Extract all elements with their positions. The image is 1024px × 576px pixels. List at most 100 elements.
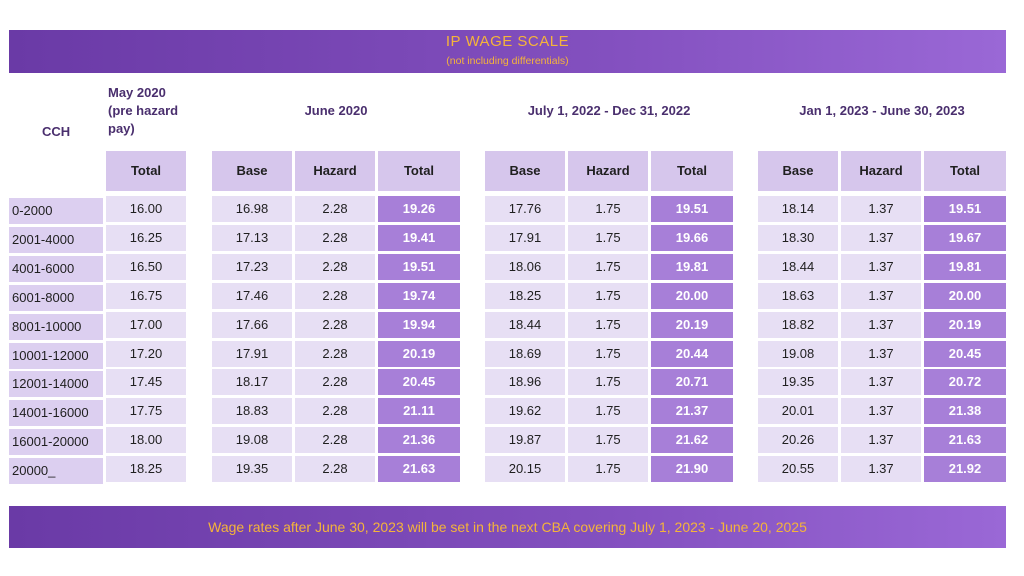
col-header-2022-base: Base <box>485 151 565 191</box>
june2020-base-cell: 17.66 <box>212 312 292 338</box>
june2020-hazard-cell: 2.28 <box>295 369 375 395</box>
period2022-base-cell: 18.06 <box>485 254 565 280</box>
footer-note: Wage rates after June 30, 2023 will be s… <box>208 519 807 535</box>
period2022-base-cell: 18.96 <box>485 369 565 395</box>
period2023-total-cell: 19.67 <box>924 225 1006 251</box>
june2020-base-cell: 19.35 <box>212 456 292 482</box>
period2023-hazard-cell: 1.37 <box>841 369 921 395</box>
period2022-total-cell: 20.71 <box>651 369 733 395</box>
june2020-total-cell: 19.94 <box>378 312 460 338</box>
period2023-hazard-cell: 1.37 <box>841 398 921 424</box>
title-banner: IP WAGE SCALE (not including differentia… <box>9 30 1006 73</box>
may2020-total-cell: 18.25 <box>106 456 186 482</box>
june2020-hazard-cell: 2.28 <box>295 254 375 280</box>
june2020-hazard-cell: 2.28 <box>295 398 375 424</box>
period2023-total-cell: 19.81 <box>924 254 1006 280</box>
cch-cell: 8001-10000 <box>9 314 103 340</box>
june2020-total-cell: 19.26 <box>378 196 460 222</box>
period2022-total-cell: 20.00 <box>651 283 733 309</box>
june2020-total-cell: 21.63 <box>378 456 460 482</box>
period2022-total-cell: 19.51 <box>651 196 733 222</box>
may2020-total-cell: 17.75 <box>106 398 186 424</box>
may2020-total-cell: 18.00 <box>106 427 186 453</box>
page-subtitle: (not including differentials) <box>446 55 569 67</box>
cch-cell: 4001-6000 <box>9 256 103 282</box>
may2020-header-line1: May 2020 <box>108 85 166 100</box>
period2023-hazard-cell: 1.37 <box>841 225 921 251</box>
period2023-total-cell: 20.00 <box>924 283 1006 309</box>
may2020-header-line3: pay) <box>108 121 135 136</box>
period2023-base-cell: 20.01 <box>758 398 838 424</box>
period2022-total-cell: 20.19 <box>651 312 733 338</box>
may2020-header: May 2020 (pre hazard pay) <box>108 84 178 138</box>
cch-cell: 20000_ <box>9 458 103 484</box>
col-header-june-base: Base <box>212 151 292 191</box>
june2020-hazard-cell: 2.28 <box>295 283 375 309</box>
june2020-hazard-cell: 2.28 <box>295 427 375 453</box>
period2023-hazard-cell: 1.37 <box>841 196 921 222</box>
period2022-hazard-cell: 1.75 <box>568 341 648 367</box>
cch-cell: 12001-14000 <box>9 371 103 397</box>
june2020-total-cell: 20.19 <box>378 341 460 367</box>
period2023-base-cell: 18.14 <box>758 196 838 222</box>
may2020-total-cell: 17.20 <box>106 341 186 367</box>
period2023-base-cell: 19.35 <box>758 369 838 395</box>
period2023-base-cell: 18.30 <box>758 225 838 251</box>
june2020-base-cell: 17.91 <box>212 341 292 367</box>
col-header-2022-total: Total <box>651 151 733 191</box>
cch-cell: 14001-16000 <box>9 400 103 426</box>
period2023-total-cell: 20.45 <box>924 341 1006 367</box>
may2020-total-cell: 16.50 <box>106 254 186 280</box>
period2022-header: July 1, 2022 - Dec 31, 2022 <box>527 103 691 118</box>
period2022-base-cell: 17.91 <box>485 225 565 251</box>
may2020-total-cell: 16.25 <box>106 225 186 251</box>
period2023-hazard-cell: 1.37 <box>841 341 921 367</box>
june2020-header: June 2020 <box>304 103 368 118</box>
period2022-base-cell: 17.76 <box>485 196 565 222</box>
period2023-hazard-cell: 1.37 <box>841 254 921 280</box>
period2022-hazard-cell: 1.75 <box>568 254 648 280</box>
period2023-hazard-cell: 1.37 <box>841 456 921 482</box>
period2022-base-cell: 19.87 <box>485 427 565 453</box>
col-header-2023-total: Total <box>924 151 1006 191</box>
period2023-total-cell: 21.38 <box>924 398 1006 424</box>
col-header-2023-base: Base <box>758 151 838 191</box>
june2020-base-cell: 18.83 <box>212 398 292 424</box>
period2023-base-cell: 18.44 <box>758 254 838 280</box>
period2023-base-cell: 18.63 <box>758 283 838 309</box>
may2020-total-cell: 16.75 <box>106 283 186 309</box>
cch-cell: 10001-12000 <box>9 343 103 369</box>
june2020-hazard-cell: 2.28 <box>295 196 375 222</box>
period2023-total-cell: 21.92 <box>924 456 1006 482</box>
col-header-2023-hazard: Hazard <box>841 151 921 191</box>
period2022-total-cell: 21.37 <box>651 398 733 424</box>
june2020-base-cell: 19.08 <box>212 427 292 453</box>
june2020-hazard-cell: 2.28 <box>295 456 375 482</box>
period2022-hazard-cell: 1.75 <box>568 398 648 424</box>
period2022-total-cell: 21.62 <box>651 427 733 453</box>
period2023-total-cell: 20.72 <box>924 369 1006 395</box>
cch-cell: 6001-8000 <box>9 285 103 311</box>
period2022-total-cell: 21.90 <box>651 456 733 482</box>
may2020-total-cell: 17.45 <box>106 369 186 395</box>
period2023-total-cell: 19.51 <box>924 196 1006 222</box>
period2023-total-cell: 21.63 <box>924 427 1006 453</box>
june2020-total-cell: 21.36 <box>378 427 460 453</box>
period2022-hazard-cell: 1.75 <box>568 225 648 251</box>
may2020-total-cell: 17.00 <box>106 312 186 338</box>
period2023-header: Jan 1, 2023 - June 30, 2023 <box>799 103 965 118</box>
june2020-base-cell: 17.23 <box>212 254 292 280</box>
period2022-hazard-cell: 1.75 <box>568 427 648 453</box>
june2020-total-cell: 21.11 <box>378 398 460 424</box>
period2023-total-cell: 20.19 <box>924 312 1006 338</box>
period2022-hazard-cell: 1.75 <box>568 312 648 338</box>
june2020-total-cell: 19.41 <box>378 225 460 251</box>
period2022-base-cell: 19.62 <box>485 398 565 424</box>
period2022-hazard-cell: 1.75 <box>568 456 648 482</box>
june2020-base-cell: 18.17 <box>212 369 292 395</box>
period2022-base-cell: 18.44 <box>485 312 565 338</box>
cch-header: CCH <box>42 124 71 139</box>
period2023-base-cell: 18.82 <box>758 312 838 338</box>
june2020-base-cell: 17.46 <box>212 283 292 309</box>
june2020-hazard-cell: 2.28 <box>295 225 375 251</box>
